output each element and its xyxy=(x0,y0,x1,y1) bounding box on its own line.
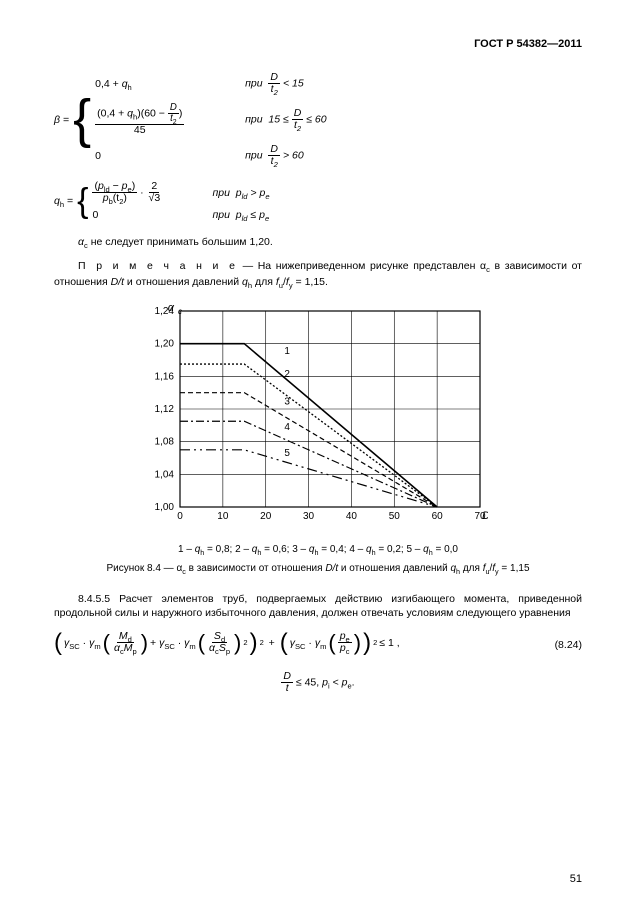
svg-text:20: 20 xyxy=(260,511,272,522)
alpha-limit-note: αc не следует принимать большим 1,20. xyxy=(54,235,582,250)
svg-text:40: 40 xyxy=(346,511,358,522)
svg-text:1,04: 1,04 xyxy=(155,469,175,480)
figure-caption: Рисунок 8.4 — αc в зависимости от отноше… xyxy=(54,563,582,574)
svg-text:c: c xyxy=(178,307,182,316)
svg-text:1,16: 1,16 xyxy=(155,371,175,382)
svg-text:1: 1 xyxy=(284,345,290,356)
svg-text:60: 60 xyxy=(432,511,444,522)
beta-equation: β = { 0,4 + qh при Dt2 < 15 (0,4 + qh)(6… xyxy=(54,72,582,167)
condition-line: Dt ≤ 45, pi < pe. xyxy=(54,671,582,694)
svg-text:50: 50 xyxy=(389,511,401,522)
doc-header: ГОСТ Р 54382—2011 xyxy=(54,38,582,50)
note-block: П р и м е ч а н и е — На нижеприведенном… xyxy=(54,258,582,291)
equation-number: (8.24) xyxy=(555,639,582,651)
figure-legend-line: 1 – qh = 0,8; 2 – qh = 0,6; 3 – qh = 0,4… xyxy=(54,544,582,555)
figure-8-4-chart: 0102030405060701,001,041,081,121,161,201… xyxy=(54,303,582,532)
svg-text:5: 5 xyxy=(284,448,290,459)
equation-8-24: ( γSC · γm ( MdαcMp ) + γSC · γm ( SdαcS… xyxy=(54,629,582,657)
paragraph-8455: 8.4.5.5 Расчет элементов труб, подвергае… xyxy=(54,592,582,621)
qh-equation: qh = { (pld − pe) pb(t2) · 2√3 при pld >… xyxy=(54,181,582,221)
svg-text:0: 0 xyxy=(177,511,183,522)
svg-text:1,00: 1,00 xyxy=(155,502,175,513)
svg-text:1,08: 1,08 xyxy=(155,436,175,447)
svg-text:2: 2 xyxy=(284,368,290,379)
svg-text:α: α xyxy=(168,303,175,314)
svg-text:10: 10 xyxy=(217,511,229,522)
svg-text:3: 3 xyxy=(284,396,290,407)
svg-text:D/t: D/t xyxy=(482,510,488,522)
svg-text:30: 30 xyxy=(303,511,315,522)
svg-text:1,12: 1,12 xyxy=(155,404,175,415)
page-number: 51 xyxy=(570,873,582,885)
svg-text:4: 4 xyxy=(284,421,290,432)
svg-text:1,20: 1,20 xyxy=(155,338,175,349)
beta-lhs: β = xyxy=(54,114,69,126)
